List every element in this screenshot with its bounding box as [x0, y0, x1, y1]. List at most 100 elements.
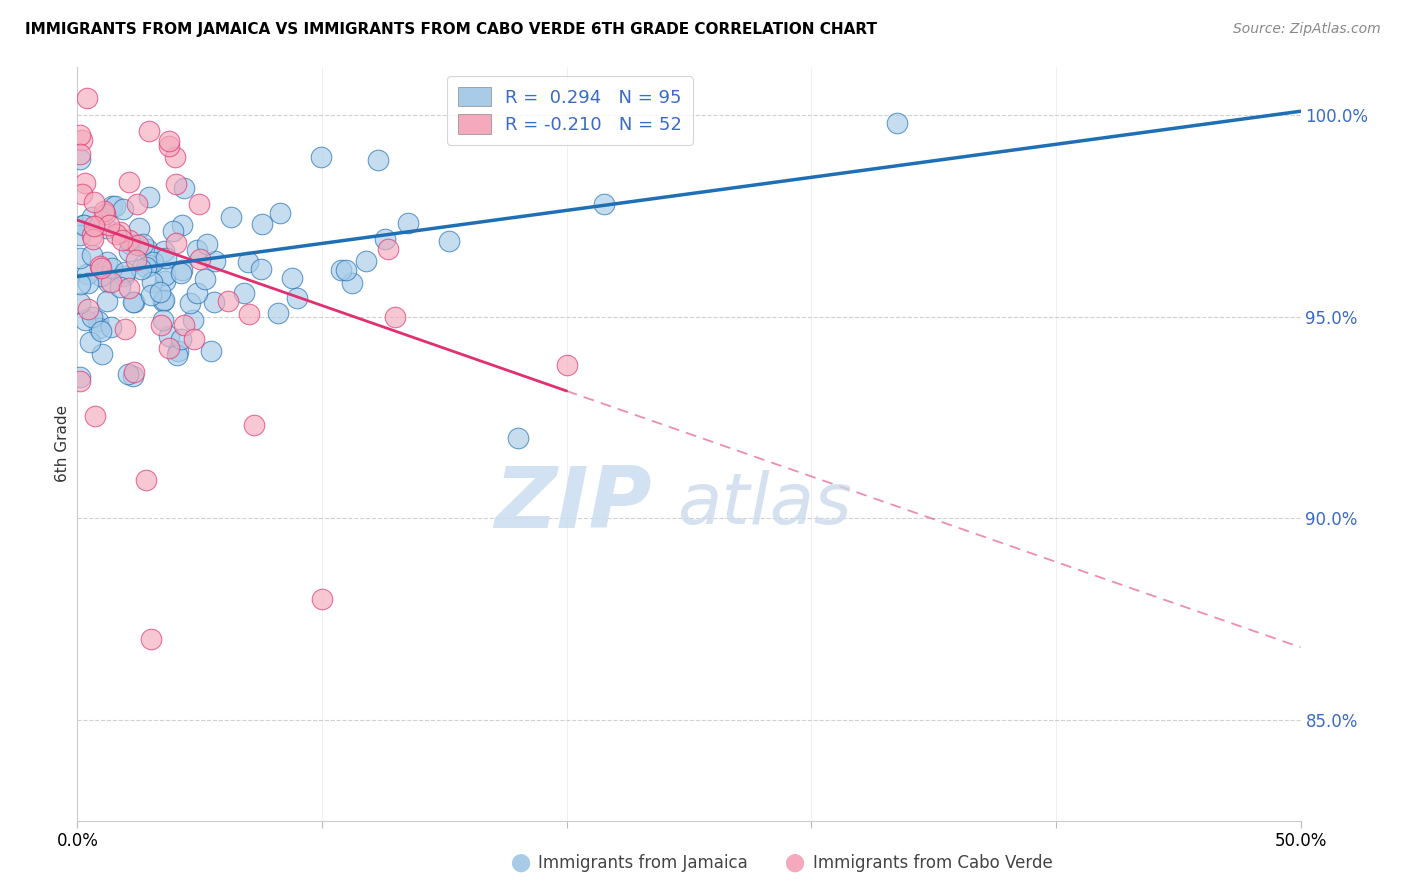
Point [83, 219, 105, 234]
Point [127, 197, 149, 211]
Point [593, 197, 616, 211]
Point [165, 178, 187, 192]
Point [114, 322, 136, 336]
Point [70, 133, 93, 147]
Point [142, 254, 165, 268]
Point [170, 332, 193, 346]
Point [97, 275, 120, 289]
Point [188, 252, 211, 267]
Point [374, 232, 396, 246]
Point [86, 314, 108, 328]
Point [162, 223, 184, 237]
Point [330, 263, 353, 277]
Point [125, 253, 148, 268]
Point [90, 268, 112, 283]
Point [153, 293, 176, 307]
Point [157, 329, 180, 343]
Point [122, 295, 145, 310]
Point [114, 265, 136, 279]
Point [117, 280, 139, 294]
Point [138, 258, 160, 272]
Point [100, 320, 122, 334]
Point [217, 293, 239, 308]
Point [149, 285, 172, 299]
Point [73, 218, 96, 232]
Point [128, 221, 150, 235]
Point [204, 254, 226, 268]
Point [173, 318, 195, 333]
Point [152, 313, 174, 327]
Point [202, 295, 225, 310]
Point [69, 370, 91, 384]
Point [104, 198, 127, 212]
Point [127, 238, 149, 252]
Point [89, 261, 111, 276]
Point [112, 269, 135, 284]
Point [79, 334, 101, 349]
Legend: R =  0.294   N = 95, R = -0.210   N = 52: R = 0.294 N = 95, R = -0.210 N = 52 [447, 76, 693, 145]
Point [152, 294, 174, 309]
Point [249, 261, 271, 276]
Point [165, 235, 187, 250]
Point [141, 275, 163, 289]
Point [342, 276, 364, 290]
Point [367, 153, 389, 168]
Point [69, 128, 91, 142]
Point [398, 216, 420, 230]
Point [122, 368, 145, 383]
Point [886, 116, 908, 130]
Point [139, 632, 162, 647]
Point [157, 134, 180, 148]
Point [90, 324, 112, 338]
Point [129, 262, 152, 277]
Text: IMMIGRANTS FROM JAMAICA VS IMMIGRANTS FROM CABO VERDE 6TH GRADE CORRELATION CHAR: IMMIGRANTS FROM JAMAICA VS IMMIGRANTS FR… [25, 22, 877, 37]
Point [243, 417, 266, 432]
Point [195, 236, 218, 251]
Point [89, 260, 111, 274]
Point [170, 263, 193, 277]
Point [173, 181, 195, 195]
Point [238, 254, 260, 268]
Point [267, 306, 290, 320]
Text: Immigrants from Jamaica: Immigrants from Jamaica [538, 855, 748, 872]
Point [73, 313, 96, 327]
Point [153, 274, 176, 288]
Point [183, 332, 205, 346]
Point [94, 221, 117, 235]
Point [221, 210, 243, 224]
Point [157, 341, 180, 355]
Point [83, 409, 105, 423]
Text: ZIP: ZIP [495, 463, 652, 546]
Point [76, 91, 98, 105]
Point [69, 374, 91, 388]
Text: ⬤: ⬤ [510, 854, 530, 872]
Point [112, 202, 135, 216]
Point [155, 268, 177, 283]
Point [77, 276, 100, 290]
Point [76, 268, 98, 282]
Point [384, 310, 406, 324]
Point [186, 286, 208, 301]
Point [281, 271, 304, 285]
Point [93, 204, 115, 219]
Point [120, 236, 142, 251]
Point [238, 307, 260, 321]
Point [69, 228, 91, 243]
Point [181, 313, 204, 327]
Point [200, 343, 222, 358]
Point [118, 175, 141, 189]
Point [72, 218, 94, 232]
Point [437, 234, 460, 248]
Point [117, 368, 139, 382]
Point [155, 251, 177, 265]
Point [186, 244, 208, 258]
Point [110, 225, 132, 239]
Point [80, 310, 103, 324]
Point [377, 242, 399, 256]
Point [118, 244, 141, 258]
Point [69, 277, 91, 291]
Text: ⬤: ⬤ [785, 854, 804, 872]
Point [138, 124, 160, 138]
Point [72, 187, 94, 202]
Y-axis label: 6th Grade: 6th Grade [55, 405, 70, 483]
